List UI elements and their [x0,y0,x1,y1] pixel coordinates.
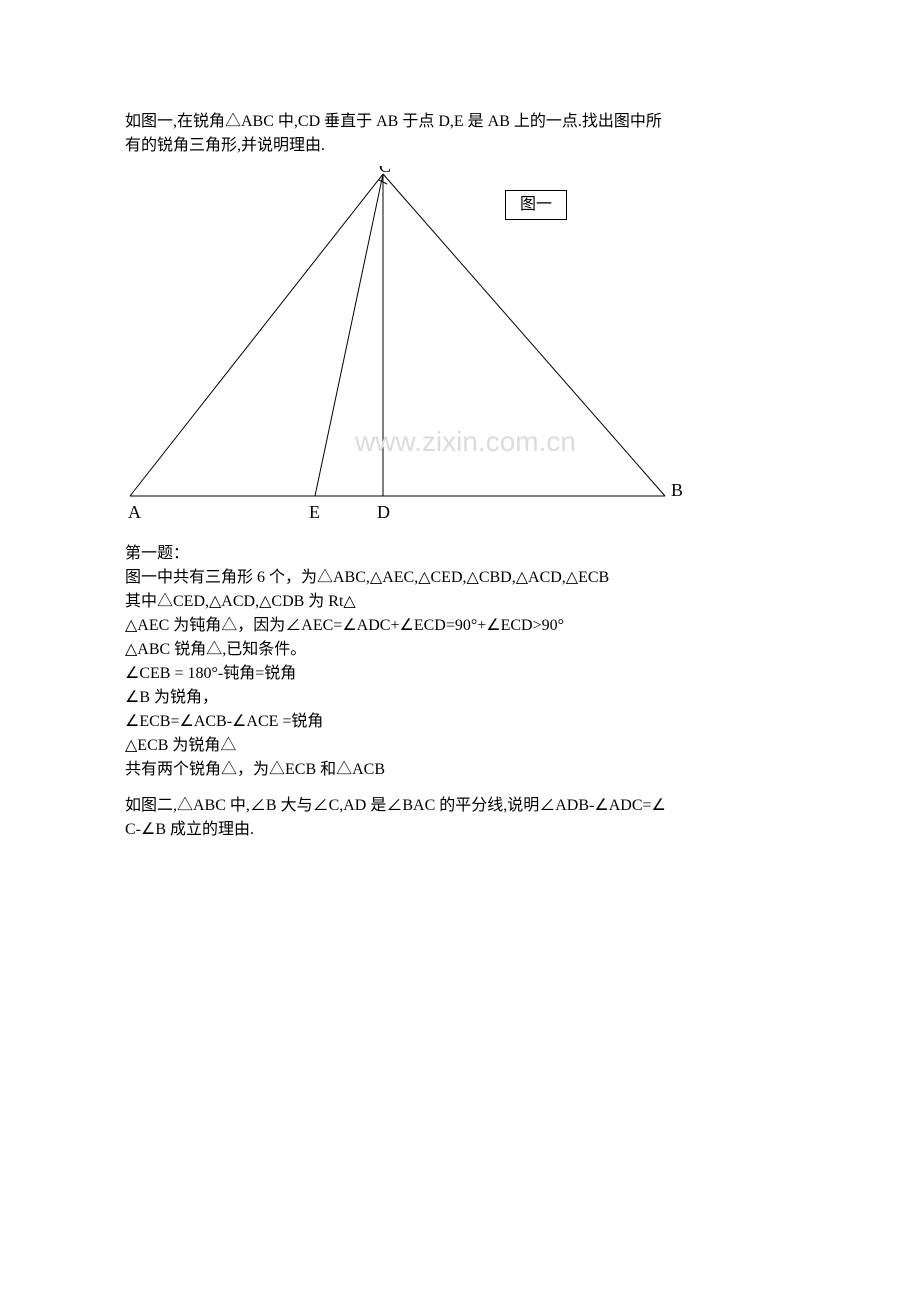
solution1-l2: 其中△CED,△ACD,△CDB 为 Rt△ [125,590,795,614]
solution1-l8: △ECB 为锐角△ [125,734,795,758]
figure-1: AEDBC 图一 www.zixin.com.cn [125,166,795,536]
problem2-text-line2: C-∠B 成立的理由. [125,818,795,842]
solution1-l1: 图一中共有三角形 6 个，为△ABC,△AEC,△CED,△CBD,△ACD,△… [125,566,795,590]
solution1-l5: ∠CEB = 180°-钝角=锐角 [125,662,795,686]
svg-text:D: D [377,502,390,522]
solution1-heading: 第一题： [125,542,795,566]
svg-text:B: B [671,480,683,500]
problem1-text-line2: 有的锐角三角形,并说明理由. [125,134,795,158]
problem1-text-line1: 如图一,在锐角△ABC 中,CD 垂直于 AB 于点 D,E 是 AB 上的一点… [125,110,795,134]
solution1-l9: 共有两个锐角△，为△ECB 和△ACB [125,758,795,782]
svg-text:C: C [379,166,391,176]
svg-text:A: A [128,502,141,522]
solution1-l6: ∠B 为锐角， [125,686,795,710]
solution1-l4: △ABC 锐角△,已知条件。 [125,638,795,662]
svg-text:E: E [309,502,320,522]
solution1-l3: △AEC 为钝角△，因为∠AEC=∠ADC+∠ECD=90°+∠ECD>90° [125,614,795,638]
solution1-l7: ∠ECB=∠ACB-∠ACE =锐角 [125,710,795,734]
figure-1-label: 图一 [505,190,567,220]
figure-1-svg: A E D B C [125,166,685,526]
problem2-text-line1: 如图二,△ABC 中,∠B 大与∠C,AD 是∠BAC 的平分线,说明∠ADB-… [125,794,795,818]
